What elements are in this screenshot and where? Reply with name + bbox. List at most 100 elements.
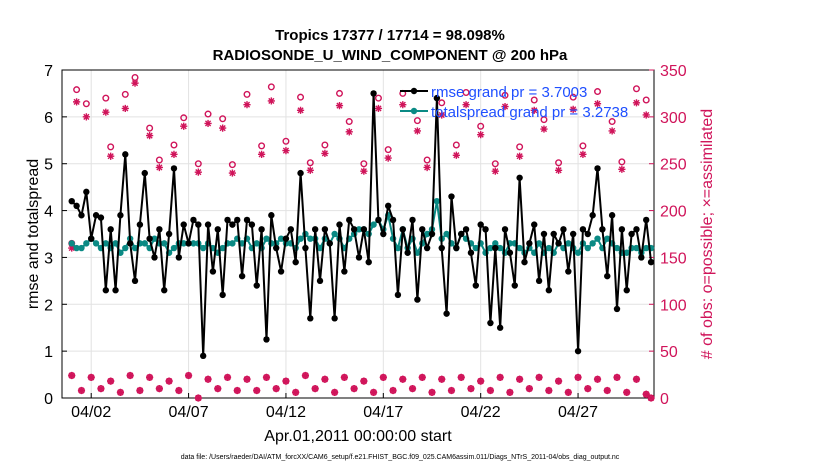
obs-assimilated-marker [194, 168, 202, 176]
obs-assimilated-marker [554, 166, 563, 174]
rmse-point [599, 226, 606, 233]
rmse-point [545, 287, 553, 294]
rmse-point [633, 226, 640, 233]
rmse-point [647, 258, 655, 266]
obs-assimilated-marker [243, 375, 251, 383]
rmse-point [151, 254, 158, 261]
totalspread-point [613, 244, 621, 252]
rmse-point [623, 287, 630, 294]
totalspread-point [238, 240, 246, 247]
totalspread-point [633, 244, 640, 252]
rmse-point [88, 235, 95, 242]
x-tick-label: 04/27 [558, 404, 598, 421]
obs-assimilated-marker [170, 150, 178, 158]
obs-assimilated-marker [180, 122, 188, 130]
obs-assimilated-marker [574, 373, 582, 381]
obs-assimilated-marker [496, 373, 504, 381]
obs-possible-marker [555, 159, 563, 167]
rmse-point [516, 174, 523, 181]
rmse-point [443, 310, 450, 317]
obs-assimilated-marker [516, 152, 524, 160]
x-tick-label: 04/22 [461, 404, 501, 421]
obs-assimilated-marker [618, 165, 626, 173]
rmse-point [224, 216, 231, 224]
rmse-line [71, 92, 653, 357]
obs-possible-marker [594, 88, 602, 96]
x-tick-label: 04/02 [71, 404, 111, 421]
obs-assimilated-marker [477, 377, 485, 385]
rmse-point [380, 230, 387, 238]
rmse-point [253, 282, 260, 289]
rmse-point [170, 165, 178, 172]
rmse-point [584, 230, 591, 238]
rmse-point [438, 244, 445, 252]
rmse-point [68, 198, 75, 205]
rmse-point [321, 226, 329, 233]
obs-possible-marker [374, 94, 382, 102]
obs-assimilated-marker [253, 386, 261, 395]
obs-assimilated-marker [306, 166, 314, 174]
rmse-point [608, 212, 616, 219]
rmse-point [394, 291, 402, 299]
rmse-point [190, 216, 197, 224]
rmse-point [496, 324, 504, 331]
obs-assimilated-marker [491, 167, 499, 175]
obs-assimilated-marker [73, 98, 81, 106]
rmse-point [92, 212, 100, 219]
chart-subtitle: RADIOSONDE_U_WIND_COMPONENT @ 200 hPa [213, 47, 568, 64]
obs-assimilated-marker [335, 102, 344, 110]
totalspread-point [565, 240, 572, 247]
obs-assimilated-marker [350, 385, 358, 393]
obs-possible-marker [107, 143, 115, 151]
totalspread-point [423, 230, 431, 238]
rmse-point [136, 221, 144, 228]
obs-possible-marker [516, 143, 524, 151]
rmse-point [126, 240, 134, 247]
totalspread-point [516, 244, 523, 252]
obs-possible-marker [170, 141, 178, 149]
rmse-point [560, 226, 567, 233]
rmse-point [409, 216, 416, 224]
y-tick-label: 1 [44, 344, 53, 361]
obs-assimilated-marker [477, 131, 485, 139]
rmse-point [448, 193, 455, 200]
obs-assimilated-marker [345, 128, 353, 136]
rmse-point [195, 221, 202, 228]
obs-assimilated-marker [593, 100, 602, 108]
obs-assimilated-marker [228, 169, 236, 177]
obs-assimilated-marker [647, 394, 655, 402]
rmse-point [492, 244, 499, 252]
rmse-point [102, 287, 110, 294]
y-tick-label: 3 [44, 250, 53, 267]
obs-possible-marker [204, 110, 212, 118]
obs-assimilated-marker [121, 104, 129, 113]
totalspread-point [443, 230, 450, 238]
obs-assimilated-marker [642, 111, 650, 119]
obs-assimilated-marker [214, 385, 222, 393]
y-axis-left: 0 1 2 3 4 5 6 7 [44, 63, 67, 408]
obs-count-markers [68, 73, 655, 402]
totalspread-point [141, 240, 148, 247]
obs-assimilated-marker [155, 163, 163, 172]
rmse-point [613, 305, 621, 313]
obs-assimilated-marker [632, 375, 641, 383]
obs-assimilated-marker [623, 388, 631, 396]
totalspread-point [589, 240, 596, 247]
totalspread-point [355, 226, 363, 233]
obs-assimilated-marker [233, 386, 241, 395]
rmse-point [78, 212, 85, 219]
obs-assimilated-marker [506, 388, 514, 396]
rmse-point [355, 254, 363, 261]
rmse-point [268, 212, 275, 219]
obs-assimilated-marker [296, 106, 305, 114]
totalspread-point [170, 244, 178, 252]
rmse-point [638, 254, 645, 261]
rmse-point [185, 240, 192, 247]
obs-assimilated-marker [146, 373, 154, 381]
rmse-point [331, 315, 338, 322]
y-right-tick-label: 100 [660, 297, 687, 314]
obs-possible-marker [131, 73, 139, 81]
rmse-point [234, 216, 241, 224]
y-tick-label: 2 [44, 297, 53, 314]
obs-assimilated-marker [516, 375, 524, 383]
